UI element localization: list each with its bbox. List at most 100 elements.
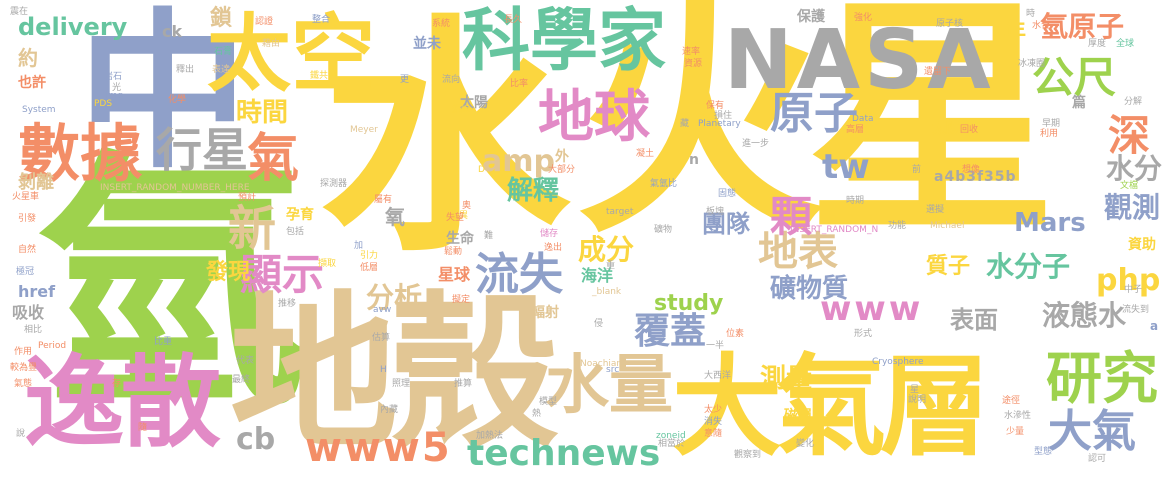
word-tw: tw bbox=[822, 147, 870, 187]
word-final: 最終 bbox=[232, 375, 251, 385]
word-atmosphere-layer: 大氣層 bbox=[672, 343, 990, 471]
word-model: 模型 bbox=[539, 397, 558, 407]
word-approve: 認可 bbox=[1088, 454, 1107, 464]
word-life: 生命 bbox=[446, 231, 474, 247]
word-half: 一半 bbox=[706, 341, 725, 351]
word-hydrogen: 氫 bbox=[36, 127, 306, 442]
word-blank: _blank bbox=[592, 287, 622, 297]
word-celestial-body: 星球 bbox=[438, 265, 471, 284]
word-ck: ck bbox=[162, 22, 183, 41]
word-capture: 擷取 bbox=[318, 259, 337, 269]
word-gypsum: 石膏 bbox=[214, 47, 233, 57]
word-lower-layer: 低層 bbox=[360, 263, 379, 273]
word-www5: www5 bbox=[305, 425, 452, 471]
word-left-behind: 遺留下 bbox=[924, 67, 952, 77]
word-express: 表達 bbox=[212, 65, 231, 75]
word-hydrate: 水合 bbox=[1032, 21, 1051, 31]
word-src: src bbox=[606, 365, 620, 375]
word-www: www bbox=[820, 289, 924, 329]
word-upper-layer: 高層 bbox=[846, 125, 865, 135]
word-too-little: 太少 bbox=[704, 405, 723, 415]
word-analyze: 分析 bbox=[366, 281, 423, 314]
word-thickness: 厚度 bbox=[1088, 39, 1107, 49]
word-study: study bbox=[654, 291, 724, 316]
word-heating-method: 加熱法 bbox=[476, 431, 504, 441]
word-imagine: 想像 bbox=[962, 165, 981, 175]
word-lost-to: 流失到 bbox=[1122, 305, 1150, 315]
word-retain: 保有 bbox=[706, 101, 725, 111]
word-pathway: 途徑 bbox=[1002, 396, 1021, 406]
word-abundant: 較為豐 bbox=[10, 363, 38, 373]
word-hard: 難 bbox=[484, 231, 494, 241]
word-expected: 預計 bbox=[238, 193, 257, 203]
word-d: D bbox=[478, 165, 485, 175]
word-majority: 大部分 bbox=[548, 165, 576, 175]
word-integrate: 整合 bbox=[312, 15, 331, 25]
word-time: 時間 bbox=[236, 98, 289, 128]
word-light: 光 bbox=[112, 83, 122, 93]
word-not: 並未 bbox=[413, 36, 441, 52]
word-funding: 資助 bbox=[1128, 237, 1156, 253]
word-surface: 表面 bbox=[950, 306, 998, 334]
word-function: 功能 bbox=[888, 221, 907, 231]
word-gas: 氣 bbox=[247, 129, 300, 189]
word-recycle: 回收 bbox=[960, 125, 979, 135]
word-decompose: 分解 bbox=[1124, 97, 1143, 107]
word-planetary: Planetary bbox=[698, 119, 741, 129]
word-system: System bbox=[22, 105, 56, 115]
word-observed: 觀察到 bbox=[734, 450, 762, 460]
word-hidden: 內藏 bbox=[380, 405, 399, 415]
word-escape: 逸散 bbox=[24, 344, 221, 461]
word-earth: 地球 bbox=[538, 85, 650, 150]
word-represent: 代表 bbox=[236, 356, 255, 366]
word-rock: 岩石 bbox=[104, 72, 123, 82]
word-global: 全球 bbox=[1116, 39, 1135, 49]
word-atom: 原子 bbox=[770, 88, 858, 139]
word-a4b3f35b: a4b3f35b bbox=[934, 169, 1017, 185]
word-nurture: 孕育 bbox=[286, 207, 314, 223]
word-avw: avw bbox=[373, 305, 392, 315]
word-n: n bbox=[689, 152, 699, 168]
word-pds: PDS bbox=[94, 99, 113, 109]
word-show: 顯示 bbox=[240, 250, 325, 299]
word-strengthen: 強化 bbox=[854, 13, 873, 23]
word-atlantic: 大西洋 bbox=[704, 371, 732, 381]
word-form: 形式 bbox=[854, 329, 873, 339]
word-gravity: 引力 bbox=[360, 251, 379, 261]
word-nucleus: 原子核 bbox=[936, 19, 964, 29]
word-nasa: NASA bbox=[724, 13, 995, 108]
word-research: 研究 bbox=[1046, 347, 1158, 412]
word-data-en: Data bbox=[852, 114, 874, 124]
word-along: 隨 bbox=[138, 423, 148, 433]
word-via: 藉由 bbox=[262, 39, 281, 49]
word-front: 前 bbox=[912, 165, 922, 175]
word-solid: 固態 bbox=[718, 189, 737, 199]
word-effect: 作用 bbox=[14, 347, 33, 357]
word-gas-ratio: 氣氫比 bbox=[650, 179, 678, 189]
word-permeability: 水滲性 bbox=[1004, 411, 1032, 421]
word-technews: technews bbox=[467, 433, 661, 474]
word-explanation: 說明 bbox=[908, 395, 927, 405]
word-equivalent: 相當於 bbox=[658, 439, 686, 449]
word-more: 更 bbox=[400, 75, 410, 85]
word-flow-to: 流向 bbox=[442, 75, 461, 85]
word-proton: 質子 bbox=[926, 254, 971, 279]
word-heat: 熱 bbox=[532, 409, 542, 419]
word-radiation: 輻射 bbox=[531, 305, 559, 321]
word-middle: 中 bbox=[78, 0, 249, 192]
word-crust: 地殼 bbox=[230, 276, 558, 472]
word-water-volume: 水量 bbox=[545, 349, 673, 423]
word-difference: 差異 bbox=[450, 211, 469, 221]
word-polar-cap: 極冠 bbox=[16, 267, 35, 277]
word-shock: 震在 bbox=[10, 7, 29, 17]
word-disappear: 消失 bbox=[704, 417, 723, 427]
word-observe: 觀測 bbox=[1104, 191, 1161, 224]
word-small-amount: 少量 bbox=[1006, 427, 1025, 437]
word-chemistry: 化學 bbox=[168, 95, 187, 105]
word-change: 變化 bbox=[796, 439, 815, 449]
word-concrete: 凝土 bbox=[636, 149, 655, 159]
word-target: target bbox=[606, 207, 634, 217]
word-discover: 發現 bbox=[206, 260, 251, 285]
word-img: img bbox=[106, 91, 123, 101]
